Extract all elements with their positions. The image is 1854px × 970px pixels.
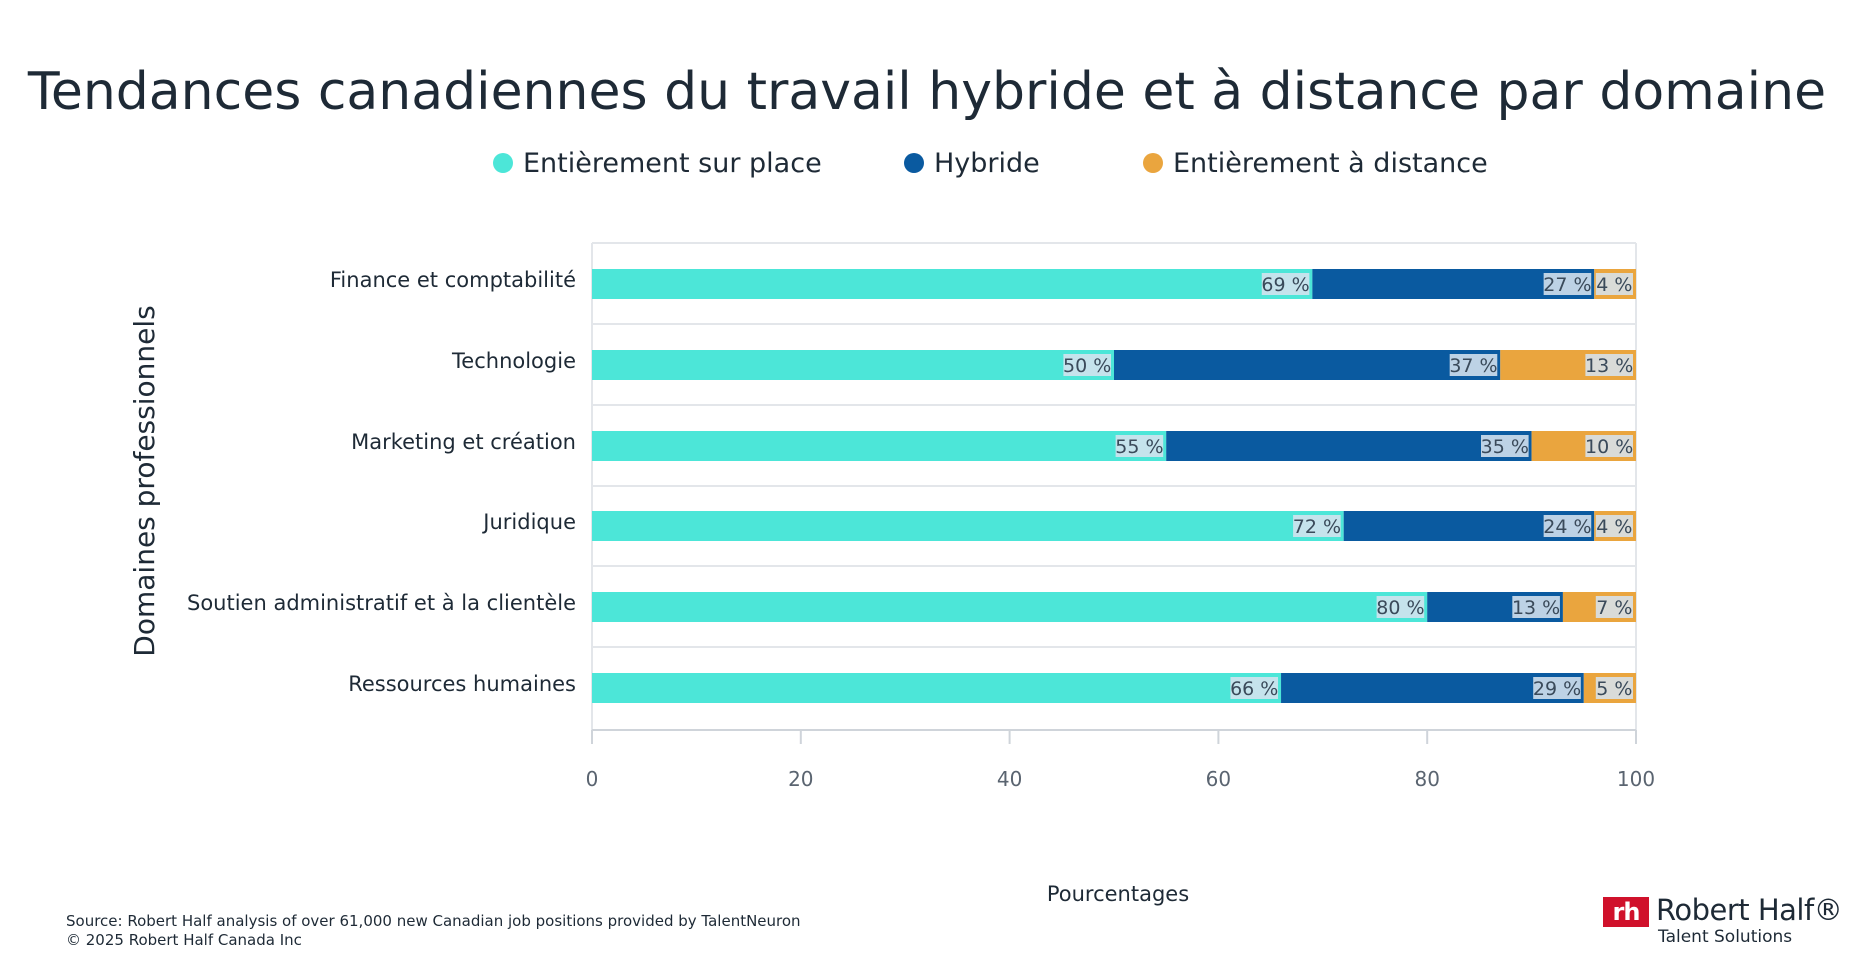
- category-label: Marketing et création: [351, 430, 576, 454]
- copyright-note: © 2025 Robert Half Canada Inc: [66, 931, 302, 949]
- data-label: 4 %: [1596, 274, 1632, 296]
- chart-title: Tendances canadiennes du travail hybride…: [27, 62, 1827, 122]
- data-label-bg: [1543, 273, 1592, 295]
- data-label: 27 %: [1543, 274, 1591, 296]
- category-label: Soutien administratif et à la clientèle: [187, 591, 576, 615]
- data-label: 13 %: [1512, 597, 1560, 619]
- data-label: 10 %: [1585, 436, 1633, 458]
- category-label: Technologie: [451, 349, 576, 373]
- source-note: Source: Robert Half analysis of over 61,…: [66, 912, 801, 930]
- bar-segment: [592, 431, 1167, 461]
- x-tick-label: 0: [586, 767, 599, 791]
- category-label: Finance et comptabilité: [330, 268, 576, 292]
- data-label: 72 %: [1293, 516, 1341, 538]
- data-label: 50 %: [1063, 355, 1111, 377]
- data-label-bg: [1585, 435, 1633, 457]
- data-label: 24 %: [1543, 516, 1591, 538]
- category-label: Ressources humaines: [348, 672, 576, 696]
- x-tick-label: 100: [1617, 767, 1655, 791]
- bar-segment: [592, 673, 1282, 703]
- robert-half-logo: rh Robert Half® Talent Solutions: [1603, 893, 1843, 953]
- data-label: 29 %: [1533, 678, 1581, 700]
- data-label-bg: [1595, 596, 1633, 618]
- data-label: 80 %: [1376, 597, 1424, 619]
- data-label: 55 %: [1115, 436, 1163, 458]
- legend-label-remote: Entièrement à distance: [1173, 147, 1488, 179]
- data-label-bg: [1595, 515, 1633, 537]
- data-label: 5 %: [1596, 678, 1632, 700]
- data-label-bg: [1512, 596, 1560, 618]
- data-label: 66 %: [1230, 678, 1278, 700]
- legend-label-onsite: Entièrement sur place: [523, 147, 822, 179]
- legend-item-hybrid: Hybride: [904, 145, 1040, 181]
- legend-item-onsite: Entièrement sur place: [493, 145, 822, 181]
- x-axis-title: Pourcentages: [1047, 882, 1189, 906]
- x-tick-label: 60: [1206, 767, 1231, 791]
- data-label-bg: [1293, 515, 1341, 537]
- data-label-bg: [1376, 596, 1425, 618]
- legend-swatch-remote: [1143, 153, 1163, 173]
- data-label-bg: [1595, 273, 1633, 295]
- footer: Source: Robert Half analysis of over 61,…: [66, 912, 801, 950]
- legend-swatch-onsite: [493, 153, 513, 173]
- legend-swatch-hybrid: [904, 153, 924, 173]
- data-label-bg: [1115, 435, 1164, 457]
- data-label-bg: [1543, 515, 1592, 537]
- data-label: 4 %: [1596, 516, 1632, 538]
- category-label: Juridique: [481, 510, 576, 534]
- logo-mark: rh: [1603, 897, 1649, 927]
- data-label: 69 %: [1261, 274, 1309, 296]
- x-tick-label: 80: [1414, 767, 1439, 791]
- logo-name: Robert Half®: [1656, 893, 1843, 927]
- data-label-bg: [1595, 677, 1633, 699]
- data-label-bg: [1230, 677, 1279, 699]
- data-label-bg: [1063, 354, 1111, 376]
- x-tick-label: 40: [997, 767, 1022, 791]
- data-label-bg: [1481, 435, 1529, 457]
- data-label: 35 %: [1481, 436, 1529, 458]
- data-label-bg: [1449, 354, 1498, 376]
- legend-label-hybrid: Hybride: [934, 147, 1040, 179]
- data-label-bg: [1585, 354, 1633, 376]
- bar-segment: [592, 592, 1428, 622]
- x-tick-label: 20: [788, 767, 813, 791]
- legend-item-remote: Entièrement à distance: [1143, 145, 1488, 181]
- legend: Entièrement sur place Hybride Entièremen…: [0, 145, 1854, 181]
- bar-segment: [592, 511, 1344, 541]
- bar-segment: [1114, 350, 1501, 380]
- logo-tagline: Talent Solutions: [1658, 927, 1793, 947]
- data-label: 13 %: [1585, 355, 1633, 377]
- bar-segment: [592, 350, 1114, 380]
- data-label-bg: [1533, 677, 1581, 699]
- bar-segment: [1166, 431, 1532, 461]
- bar-segment: [592, 269, 1313, 299]
- y-axis-title: Domaines professionnels: [128, 305, 161, 656]
- data-label-bg: [1261, 273, 1310, 295]
- data-label: 37 %: [1449, 355, 1497, 377]
- data-label: 7 %: [1596, 597, 1632, 619]
